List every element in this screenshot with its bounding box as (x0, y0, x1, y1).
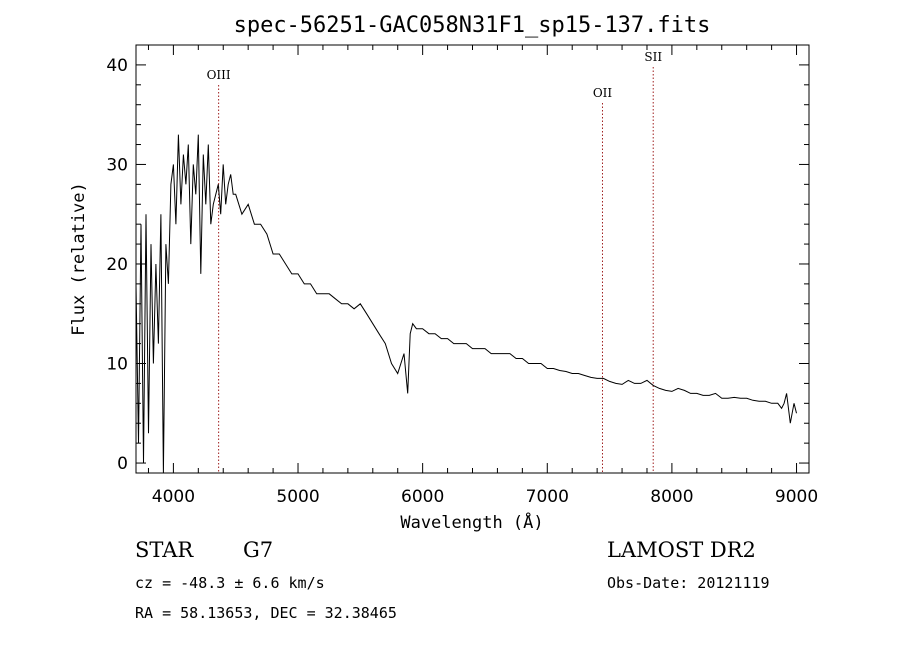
ra-dec-coordinates: RA = 58.13653, DEC = 32.38465 (135, 604, 397, 622)
y-axis-label: Flux (relative) (69, 182, 89, 336)
x-tick-label: 9000 (775, 487, 818, 507)
spectral-class: STAR (135, 538, 194, 562)
plot-frame (135, 44, 810, 474)
x-tick-label: 7000 (526, 487, 569, 507)
line-label-oiii: OIII (207, 68, 231, 82)
x-tick-label: 4000 (152, 487, 195, 507)
line-label-sii: SII (644, 50, 662, 64)
redshift-velocity: cz = -48.3 ± 6.6 km/s (135, 574, 325, 592)
x-tick-label: 5000 (276, 487, 319, 507)
spectral-subclass: G7 (243, 538, 274, 562)
x-axis-label: Wavelength (Å) (400, 511, 543, 533)
y-tick-label: 30 (106, 155, 128, 175)
survey-name: LAMOST DR2 (607, 538, 756, 562)
y-tick-label: 40 (106, 56, 128, 76)
y-tick-label: 0 (117, 454, 128, 474)
y-tick-label: 10 (106, 355, 128, 375)
y-tick-label: 20 (106, 255, 128, 275)
chart-title: spec-56251-GAC058N31F1_sp15-137.fits (234, 13, 711, 38)
line-label-oii: OII (593, 86, 613, 100)
emission-line-markers: OIII OII SII (207, 50, 662, 473)
axis-ticks: 4000 5000 6000 7000 8000 9000 0 10 20 30 40 (106, 45, 818, 507)
x-tick-label: 6000 (401, 487, 444, 507)
observation-date: Obs-Date: 20121119 (607, 574, 770, 592)
x-tick-label: 8000 (650, 487, 693, 507)
spectrum-line (135, 134, 797, 474)
